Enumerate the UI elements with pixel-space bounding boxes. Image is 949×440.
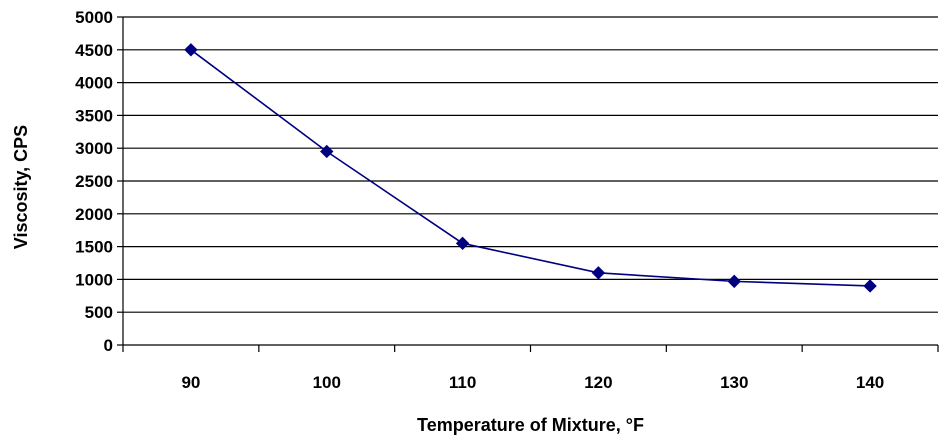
data-point-marker [184, 43, 198, 57]
data-point-marker [591, 266, 606, 280]
axes [117, 16, 939, 352]
y-tick-label: 1000 [75, 270, 113, 289]
y-tick-labels: 0 500 1000 1500 2000 2500 3000 3500 4000 4500 5000 [75, 8, 113, 355]
data-point-marker [727, 274, 741, 289]
x-tick-label: 140 [856, 373, 884, 392]
x-tick-label: 100 [313, 373, 341, 392]
x-tick-label: 110 [449, 373, 476, 392]
x-tick-label: 130 [720, 373, 748, 392]
y-tick-label: 500 [85, 303, 113, 322]
x-axis-title: Temperature of Mixture, °F [417, 415, 644, 435]
series-line [190, 49, 871, 287]
y-tick-label: 4500 [75, 41, 113, 60]
y-tick-label: 4000 [75, 74, 113, 93]
y-axis-title: Viscosity, CPS [11, 125, 31, 249]
y-tick-label: 3500 [75, 106, 113, 125]
x-tick-label: 90 [181, 373, 200, 392]
y-tick-label: 5000 [75, 8, 113, 27]
x-tick-label: 120 [584, 373, 612, 392]
y-tick-label: 1500 [75, 238, 113, 257]
data-point-marker [863, 279, 877, 293]
data-point-marker [455, 236, 470, 251]
series [184, 43, 877, 293]
y-tick-label: 3000 [75, 139, 113, 158]
data-point-marker [320, 144, 334, 159]
x-tick-labels: 90 100 110 120 130 140 [181, 373, 884, 392]
y-tick-label: 0 [104, 336, 113, 355]
y-tick-label: 2500 [75, 172, 113, 191]
gridlines [123, 16, 938, 313]
y-tick-label: 2000 [75, 205, 113, 224]
